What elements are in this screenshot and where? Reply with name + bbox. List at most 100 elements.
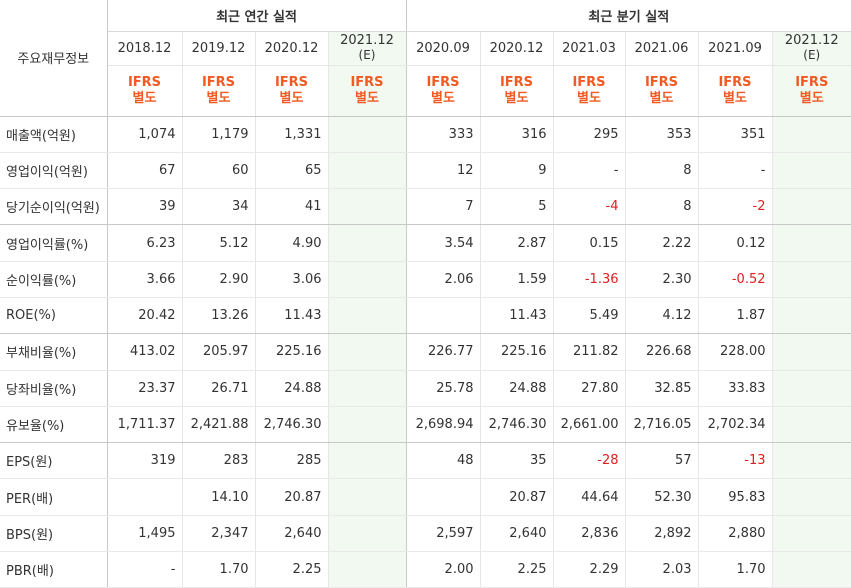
row-label: 영업이익률(%)	[0, 224, 108, 262]
annual-results-header: 최근 연간 실적	[107, 0, 406, 32]
table-cell	[327, 261, 406, 298]
table-cell: 228.00	[697, 333, 772, 371]
table-cell	[771, 551, 851, 588]
accounting-basis-header: IFRS 별도	[552, 65, 625, 117]
period-date: 2020.12	[489, 40, 544, 56]
table-cell: 2,880	[697, 515, 772, 553]
table-row: PER(배) 14.10 20.87 20.87 44.64 52.30 95.83	[0, 478, 851, 516]
table-cell	[771, 406, 851, 444]
row-label: BPS(원)	[0, 515, 108, 553]
table-cell: 413.02	[106, 333, 182, 371]
table-cell	[327, 152, 406, 190]
table-cell: 44.64	[552, 478, 625, 516]
table-cell: 1.70	[697, 551, 772, 588]
table-cell: 60	[181, 152, 255, 190]
table-cell: 11.43	[254, 297, 328, 335]
statement-type: 별도	[723, 90, 747, 106]
table-cell: 2,597	[405, 515, 480, 553]
table-cell: 2.25	[254, 551, 328, 588]
table-cell: 2,640	[479, 515, 553, 553]
table-cell: 226.77	[405, 333, 480, 371]
table-cell: 2.30	[624, 261, 698, 298]
table-cell	[327, 406, 406, 444]
table-cell: 27.80	[552, 370, 625, 407]
table-row: 순이익률(%) 3.66 2.90 3.06 2.06 1.59 -1.36 2.30 -0.5…	[0, 261, 851, 298]
period-date-header: 2019.12	[181, 31, 255, 66]
period-date: 2021.12	[784, 33, 839, 48]
table-cell: 2,640	[254, 515, 328, 553]
table-cell: 2,347	[181, 515, 255, 553]
row-label: ROE(%)	[0, 297, 108, 335]
accounting-standard: IFRS	[572, 74, 606, 90]
table-cell: 205.97	[181, 333, 255, 371]
table-cell: -0.52	[697, 261, 772, 298]
table-cell: 57	[624, 442, 698, 480]
statement-type: 별도	[431, 90, 455, 106]
row-label: 당기순이익(억원)	[0, 188, 108, 226]
table-cell: 2.00	[405, 551, 480, 588]
row-label: EPS(원)	[0, 442, 108, 480]
period-date: 2020.09	[416, 40, 470, 56]
table-cell: 13.26	[181, 297, 255, 335]
table-cell: 319	[106, 442, 182, 480]
accounting-basis-header: IFRS 별도	[624, 65, 698, 117]
table-cell: 1.59	[479, 261, 553, 298]
period-date: 2018.12	[117, 40, 172, 56]
table-cell: 4.90	[254, 224, 328, 262]
table-row: 유보율(%) 1,711.37 2,421.88 2,746.30 2,698.94 2,…	[0, 406, 851, 444]
period-date: 2021.09	[708, 40, 762, 56]
row-label: 유보율(%)	[0, 406, 108, 444]
row-label: PER(배)	[0, 478, 108, 516]
table-cell: 353	[624, 116, 698, 153]
table-cell: 2.22	[624, 224, 698, 262]
table-cell: 26.71	[181, 370, 255, 407]
table-cell: 2.29	[552, 551, 625, 588]
statement-type: 별도	[132, 90, 157, 106]
table-cell: 41	[254, 188, 328, 226]
table-cell: 2,421.88	[181, 406, 255, 444]
row-label: PBR(배)	[0, 551, 108, 588]
table-cell: 52.30	[624, 478, 698, 516]
table-cell: 0.15	[552, 224, 625, 262]
table-row: BPS(원) 1,495 2,347 2,640 2,597 2,640 2,836 2,89…	[0, 515, 851, 553]
table-cell: 48	[405, 442, 480, 480]
table-cell: 283	[181, 442, 255, 480]
table-cell: 39	[106, 188, 182, 226]
table-cell: 285	[254, 442, 328, 480]
table-row: 영업이익률(%) 6.23 5.12 4.90 3.54 2.87 0.15 2.22 0.12	[0, 224, 851, 262]
table-cell: -	[106, 551, 182, 588]
table-cell	[327, 333, 406, 371]
table-row: 부채비율(%) 413.02 205.97 225.16 226.77 225.16 211…	[0, 333, 851, 371]
table-cell: 2.90	[181, 261, 255, 298]
table-cell: 295	[552, 116, 625, 153]
accounting-basis-header: IFRS 별도	[479, 65, 553, 117]
period-date-header: 2020.09	[405, 31, 480, 66]
table-row: 영업이익(억원) 67 60 65 12 9-8-	[0, 152, 851, 190]
accounting-standard: IFRS	[274, 74, 309, 90]
table-cell: 225.16	[254, 333, 328, 371]
table-cell: 35	[479, 442, 553, 480]
table-cell: 2,702.34	[697, 406, 772, 444]
table-row: PBR(배) -1.70 2.25 2.00 2.25 2.29 2.03 1.70	[0, 551, 851, 588]
period-date: 2021.06	[634, 40, 689, 56]
accounting-standard: IFRS	[350, 74, 384, 90]
table-cell: 333	[405, 116, 480, 153]
table-cell: 226.68	[624, 333, 698, 371]
table-cell: 24.88	[479, 370, 553, 407]
table-cell: 2,892	[624, 515, 698, 553]
accounting-standard: IFRS	[795, 74, 829, 90]
table-cell: 20.87	[479, 478, 553, 516]
table-cell: 2,661.00	[552, 406, 625, 444]
table-cell	[327, 297, 406, 335]
table-cell	[771, 152, 851, 190]
table-cell: -	[697, 152, 772, 190]
table-cell: -13	[697, 442, 772, 480]
row-label: 순이익률(%)	[0, 261, 108, 298]
period-date-header: 2021.12 (E)	[771, 31, 851, 66]
period-date: 2019.12	[191, 40, 246, 56]
table-cell: 2.87	[479, 224, 553, 262]
table-cell: 23.37	[106, 370, 182, 407]
table-cell: 1,331	[254, 116, 328, 153]
table-cell: 2.25	[479, 551, 553, 588]
table-cell	[771, 261, 851, 298]
